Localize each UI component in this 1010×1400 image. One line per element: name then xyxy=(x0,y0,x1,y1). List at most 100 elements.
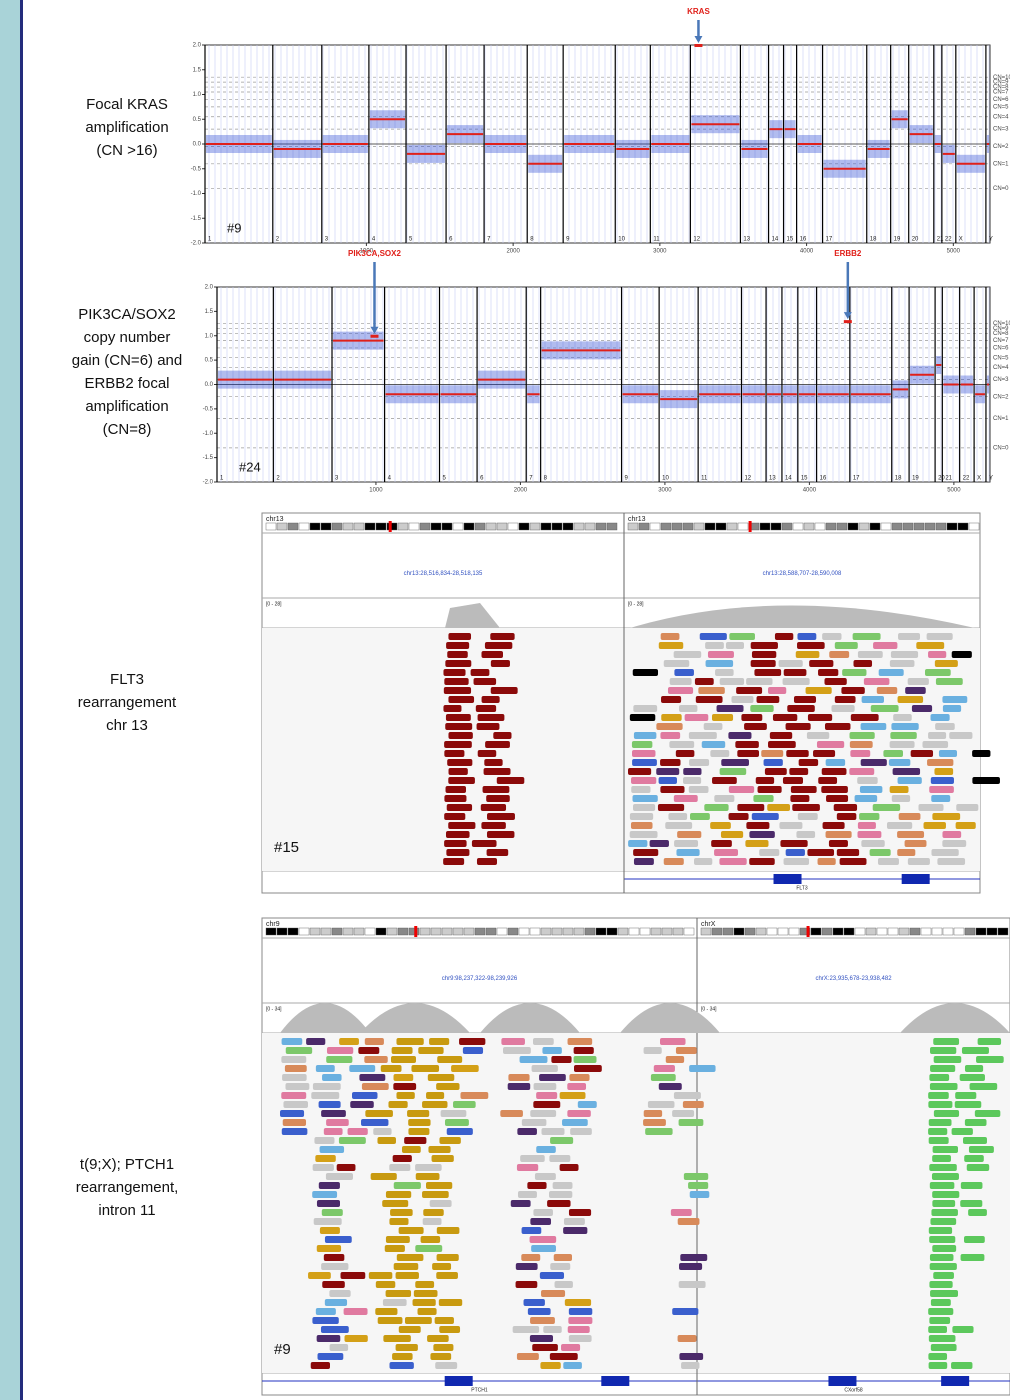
read xyxy=(629,831,658,838)
read xyxy=(934,768,954,775)
read xyxy=(628,768,652,775)
read xyxy=(928,1137,949,1144)
read xyxy=(972,777,1000,784)
cn-label: CN=0 xyxy=(993,186,1009,192)
read xyxy=(375,1308,398,1315)
ideogram-band xyxy=(540,522,552,531)
read xyxy=(928,1128,948,1135)
read xyxy=(876,687,898,694)
read xyxy=(308,1272,331,1279)
read xyxy=(350,1101,374,1108)
read xyxy=(475,705,497,712)
chromosome-label: 7 xyxy=(529,476,533,482)
chromosome-label: 6 xyxy=(480,476,484,482)
read xyxy=(322,1281,345,1288)
read xyxy=(396,1092,415,1099)
read xyxy=(790,795,810,802)
ideogram-band xyxy=(408,522,420,531)
read xyxy=(430,1353,452,1360)
read xyxy=(448,777,475,784)
read xyxy=(415,1173,440,1180)
read xyxy=(444,840,467,847)
read xyxy=(315,1155,336,1162)
read xyxy=(792,804,820,811)
ideogram-band xyxy=(858,522,870,531)
read xyxy=(531,1245,556,1252)
read xyxy=(929,1074,950,1081)
sample-id: #24 xyxy=(239,459,261,474)
chromosome-label: X xyxy=(977,476,981,482)
read xyxy=(326,1047,354,1054)
read xyxy=(517,1191,537,1198)
read xyxy=(891,795,911,802)
ideogram-band xyxy=(847,522,859,531)
coverage xyxy=(480,1003,580,1033)
ideogram-band xyxy=(320,522,332,531)
cn-label: CN=2 xyxy=(993,144,1009,150)
read xyxy=(411,1065,440,1072)
chromosome-label: 2 xyxy=(276,476,280,482)
read xyxy=(663,858,684,865)
panel-label: copy number xyxy=(84,329,171,346)
read xyxy=(688,1182,709,1189)
read xyxy=(872,804,901,811)
read xyxy=(701,741,726,748)
ideogram-band xyxy=(975,927,987,936)
locus: chrX:23,935,678-23,938,482 xyxy=(815,976,892,982)
cn-label: CN=1 xyxy=(993,161,1009,167)
read xyxy=(805,687,832,694)
read xyxy=(388,1101,408,1108)
ideogram-band xyxy=(814,522,826,531)
read xyxy=(842,669,867,676)
ideogram-band xyxy=(386,927,398,936)
chromosome-label: 1 xyxy=(220,476,224,482)
read xyxy=(401,1146,421,1153)
x-tick-label: 1000 xyxy=(369,488,383,494)
ideogram-band xyxy=(671,522,683,531)
read xyxy=(964,1155,984,1162)
ideogram-band xyxy=(331,927,343,936)
read xyxy=(517,1128,537,1135)
read xyxy=(326,1119,349,1126)
read xyxy=(568,1335,592,1342)
read xyxy=(563,1218,585,1225)
ideogram-band xyxy=(463,927,475,936)
read xyxy=(530,1317,555,1324)
read xyxy=(382,1200,409,1207)
y-tick-label: -0.5 xyxy=(203,406,214,412)
read xyxy=(684,714,709,721)
read xyxy=(861,696,884,703)
read xyxy=(826,795,849,802)
read xyxy=(343,1308,368,1315)
read xyxy=(380,1065,402,1072)
read xyxy=(285,1083,310,1090)
read xyxy=(964,1065,984,1072)
read xyxy=(928,1101,953,1108)
read xyxy=(889,741,915,748)
ideogram-band xyxy=(287,927,299,936)
read xyxy=(888,759,911,766)
read xyxy=(444,678,469,685)
read xyxy=(665,822,693,829)
read xyxy=(714,795,735,802)
read xyxy=(632,750,656,757)
read xyxy=(385,1236,410,1243)
read xyxy=(490,633,515,640)
read xyxy=(445,723,473,730)
read xyxy=(933,1056,962,1063)
read xyxy=(629,714,656,721)
read xyxy=(568,1317,593,1324)
ideogram-band xyxy=(265,522,277,531)
read xyxy=(850,750,871,757)
chromosome-label: 12 xyxy=(744,476,751,482)
exon xyxy=(941,1376,970,1386)
read xyxy=(352,1092,378,1099)
read xyxy=(969,1083,998,1090)
read xyxy=(753,795,774,802)
read xyxy=(521,1254,541,1261)
read xyxy=(849,768,875,775)
read xyxy=(673,795,698,802)
read xyxy=(860,723,887,730)
ideogram-band xyxy=(627,522,639,531)
